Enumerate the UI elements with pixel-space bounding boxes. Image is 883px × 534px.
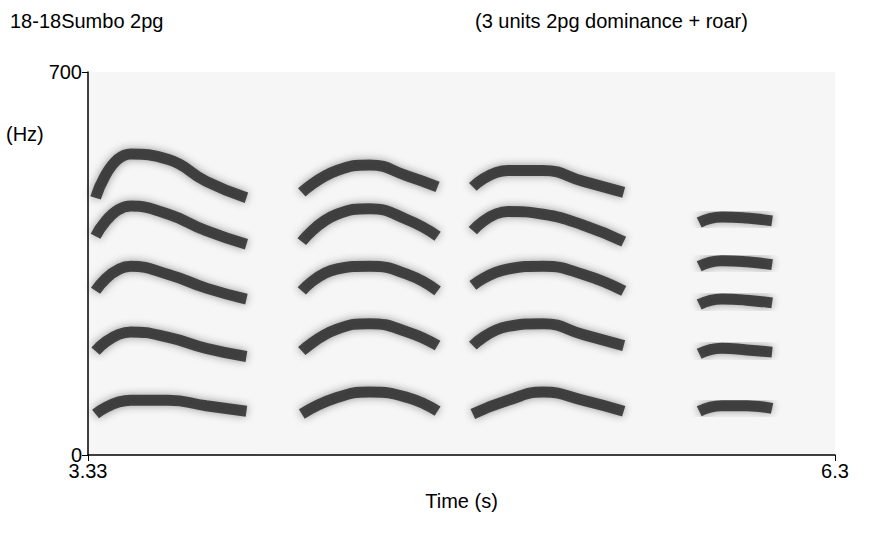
svg-text:(3 units 2pg dominance + roar): (3 units 2pg dominance + roar) — [475, 10, 748, 32]
svg-text:(Hz): (Hz) — [6, 123, 44, 145]
svg-text:Time (s): Time (s) — [425, 490, 498, 512]
svg-text:18-18Sumbo 2pg: 18-18Sumbo 2pg — [10, 10, 163, 32]
svg-text:3.33: 3.33 — [69, 460, 108, 482]
svg-text:6.3: 6.3 — [821, 460, 849, 482]
svg-text:0: 0 — [70, 444, 82, 466]
svg-text:700: 700 — [49, 61, 82, 83]
